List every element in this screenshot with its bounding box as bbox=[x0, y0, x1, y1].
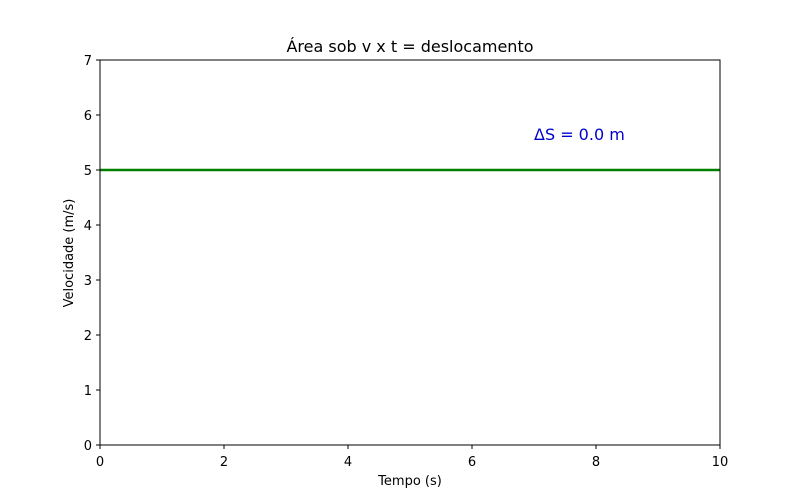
plot-area bbox=[100, 60, 720, 445]
plot-background bbox=[100, 60, 720, 445]
x-tick-label: 0 bbox=[96, 455, 104, 470]
y-tick-label: 6 bbox=[84, 109, 92, 124]
axes-layer: 0 2 4 6 8 10 0 1 2 3 4 5 6 7 bbox=[84, 54, 729, 470]
x-axis-title: Tempo (s) bbox=[377, 474, 442, 489]
y-tick-label: 0 bbox=[84, 439, 92, 454]
plot-frame bbox=[99, 59, 721, 446]
y-tick-label: 3 bbox=[84, 274, 92, 289]
y-tick-label: 5 bbox=[84, 164, 92, 179]
y-tick-label: 1 bbox=[84, 384, 92, 399]
x-tick-label: 8 bbox=[592, 455, 600, 470]
y-tick-label: 7 bbox=[84, 54, 92, 69]
y-tick-label: 4 bbox=[84, 219, 92, 234]
annotation-label-0: ΔS = 0.0 m bbox=[534, 125, 625, 144]
x-tick-label: 4 bbox=[344, 455, 352, 470]
y-axis-title: Velocidade (m/s) bbox=[62, 199, 77, 308]
x-tick-label: 2 bbox=[220, 455, 228, 470]
y-tick-label: 2 bbox=[84, 329, 92, 344]
x-tick-label: 10 bbox=[712, 455, 729, 470]
annotation-layer: ΔS = 0.0 m bbox=[534, 125, 625, 144]
x-tick-label: 6 bbox=[468, 455, 476, 470]
chart-title: Área sob v x t = deslocamento bbox=[286, 37, 533, 56]
